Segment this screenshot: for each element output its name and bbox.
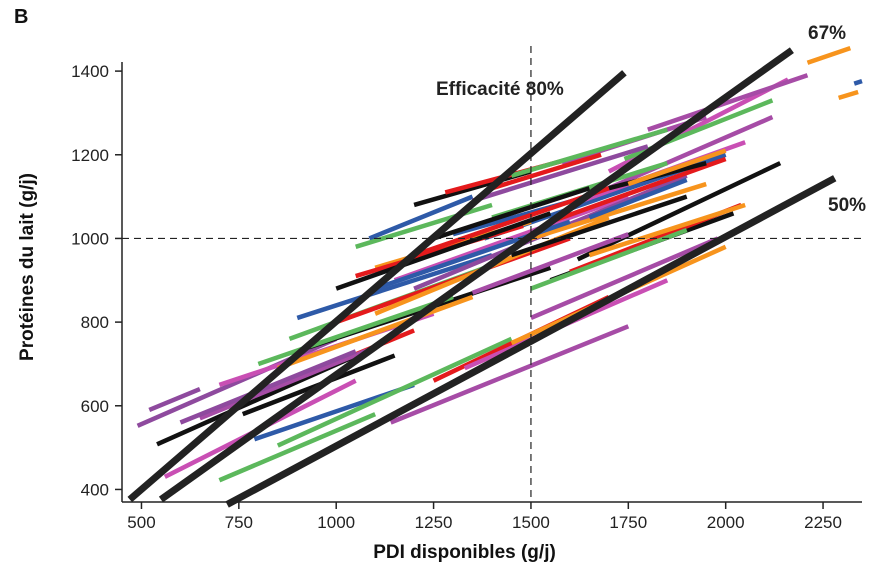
x-tick-label-7: 2250 (804, 513, 842, 532)
x-tick-label-1: 750 (225, 513, 253, 532)
x-tick-label-5: 1750 (609, 513, 647, 532)
efficiency-label-1: 67% (808, 23, 846, 44)
series-line-24 (413, 169, 532, 208)
x-tick-label-6: 2000 (707, 513, 745, 532)
y-tick-label-3: 1000 (71, 229, 109, 248)
series-line-61 (530, 227, 688, 291)
series-line-23 (368, 194, 474, 241)
series-line-55 (277, 294, 474, 371)
efficiency-line-2 (225, 175, 837, 508)
series-line-59 (627, 148, 727, 187)
y-tick-label-5: 1400 (71, 62, 109, 81)
panel-label: B (14, 6, 29, 28)
series-line-14 (576, 161, 782, 262)
series-line-43 (530, 181, 707, 241)
series-line-11 (530, 236, 719, 320)
series-line-49 (471, 144, 649, 203)
series-line-19 (647, 73, 809, 132)
series-line-38 (199, 345, 377, 421)
series-line-57 (491, 152, 602, 191)
series-line-26 (355, 202, 493, 249)
efficiency-label-0: Efficacité 80% (436, 79, 564, 100)
y-tick-label-0: 400 (81, 480, 109, 499)
series-line-54 (179, 349, 357, 425)
series-layer (136, 45, 863, 483)
series-line-21 (837, 89, 859, 101)
series-line-56 (432, 186, 591, 241)
series-line-20 (806, 45, 852, 65)
series-line-4 (218, 412, 377, 483)
series-line-60 (471, 232, 630, 295)
x-tick-label-0: 500 (127, 513, 155, 532)
series-line-44 (549, 156, 727, 224)
y-axis-title: Protéines du lait (g/j) (17, 173, 38, 361)
x-axis-title: PDI disponibles (g/j) (373, 542, 556, 563)
efficiency-line-0 (127, 70, 627, 503)
series-line-58 (588, 177, 688, 220)
series-line-62 (588, 202, 746, 258)
series-line-29 (335, 211, 552, 291)
series-line-30 (296, 253, 493, 321)
series-line-48 (510, 127, 668, 178)
axes: 500 750 1000 1250 1500 1750 2000 2250 400 600 800 1… (71, 62, 862, 532)
series-line-52 (257, 294, 454, 367)
x-tick-label-2: 1000 (317, 513, 355, 532)
reference-lines (122, 46, 862, 502)
efficiency-line-1 (158, 47, 794, 503)
y-tick-label-1: 600 (81, 397, 109, 416)
y-tick-label-4: 1200 (71, 146, 109, 165)
series-line-42 (510, 194, 688, 258)
efficiency-label-2: 50% (828, 195, 866, 216)
x-tick-label-4: 1500 (512, 513, 550, 532)
efficiency-lines (127, 47, 837, 508)
annotations: Efficacité 80% 67% 50% (436, 23, 866, 216)
x-tick-label-3: 1250 (415, 513, 453, 532)
series-line-0 (136, 336, 338, 428)
y-tick-label-2: 800 (81, 313, 109, 332)
series-line-22 (853, 78, 863, 86)
series-line-7 (389, 324, 630, 425)
series-line-6 (276, 336, 513, 448)
series-line-2 (148, 386, 201, 413)
